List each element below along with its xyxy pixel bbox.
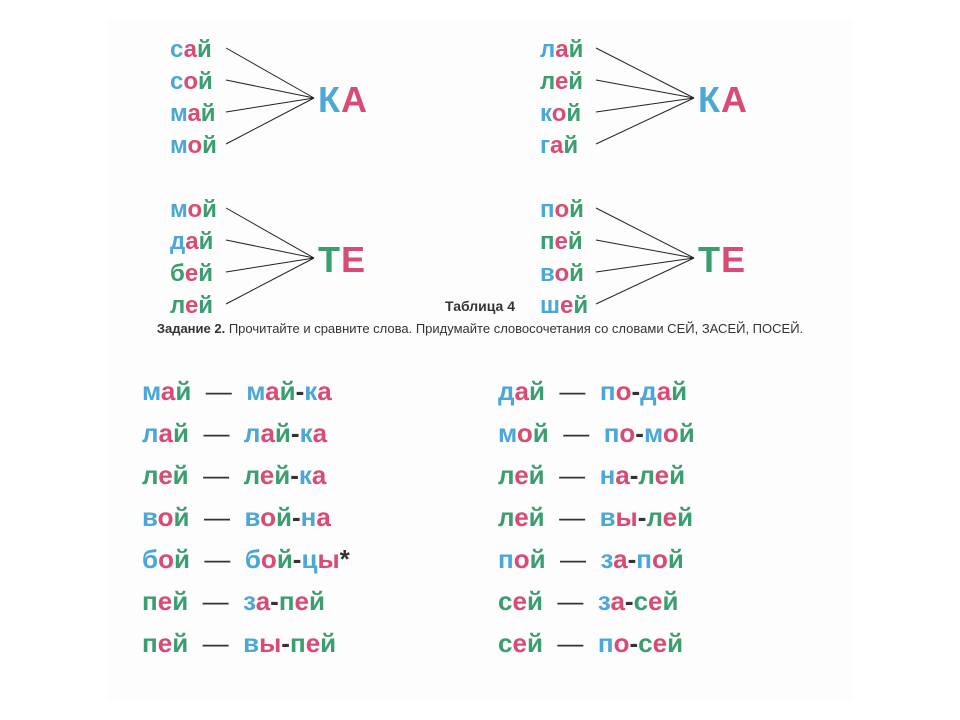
fan-prefix-list: лайлейкойгай bbox=[540, 34, 583, 162]
syllable: мой bbox=[170, 130, 217, 162]
word-pair-row: дай — по-дай bbox=[498, 370, 695, 412]
fan-lines bbox=[478, 34, 838, 174]
word-pair-row: вой — вой-на bbox=[142, 496, 350, 538]
word-pair-row: мой — по-мой bbox=[498, 412, 695, 454]
word-pair-row: лей — лей-ка bbox=[142, 454, 350, 496]
fan-hub: КА bbox=[318, 79, 368, 121]
syllable: пой bbox=[540, 194, 588, 226]
fan-prefix-list: сайсоймаймой bbox=[170, 34, 217, 162]
syllable: лей bbox=[540, 66, 583, 98]
fan-hub: ТЕ bbox=[318, 239, 366, 281]
fan-hub: ТЕ bbox=[698, 239, 746, 281]
syllable: сай bbox=[170, 34, 217, 66]
word-pairs-left-column: май — май-калай — лай-калей — лей-кавой … bbox=[142, 370, 350, 664]
table-number-label: Таблица 4 bbox=[108, 298, 852, 314]
fan-lines bbox=[108, 34, 468, 174]
syllable: бей bbox=[170, 258, 217, 290]
syllable: лай bbox=[540, 34, 583, 66]
syllable: пей bbox=[540, 226, 588, 258]
syllable: дай bbox=[170, 226, 217, 258]
syllable: кой bbox=[540, 98, 583, 130]
fan-top-right: лайлейкойгай КА bbox=[478, 34, 838, 174]
syllable: гай bbox=[540, 130, 583, 162]
fan-hub: КА bbox=[698, 79, 748, 121]
syllable: май bbox=[170, 98, 217, 130]
word-pair-row: лей — вы-лей bbox=[498, 496, 695, 538]
word-pair-row: май — май-ка bbox=[142, 370, 350, 412]
task-caption: Задание 2. Прочитайте и сравните слова. … bbox=[108, 320, 852, 337]
fan-top-left: сайсоймаймой КА bbox=[108, 34, 468, 174]
word-pairs-right-column: дай — по-даймой — по-мойлей — на-лейлей … bbox=[498, 370, 695, 664]
syllable: вой bbox=[540, 258, 588, 290]
word-pair-row: лей — на-лей bbox=[498, 454, 695, 496]
syllable: мой bbox=[170, 194, 217, 226]
word-pair-row: пей — вы-пей bbox=[142, 622, 350, 664]
worksheet-sheet: сайсоймаймойКАлайлейкойгайКАмойдайбейлей… bbox=[108, 20, 852, 700]
word-pair-row: пой — за-пой bbox=[498, 538, 695, 580]
word-pair-row: сей — по-сей bbox=[498, 622, 695, 664]
syllable: сой bbox=[170, 66, 217, 98]
word-pair-row: пей — за-пей bbox=[142, 580, 350, 622]
word-pair-row: бой — бой-цы* bbox=[142, 538, 350, 580]
word-pair-row: лай — лай-ка bbox=[142, 412, 350, 454]
word-pair-row: сей — за-сей bbox=[498, 580, 695, 622]
